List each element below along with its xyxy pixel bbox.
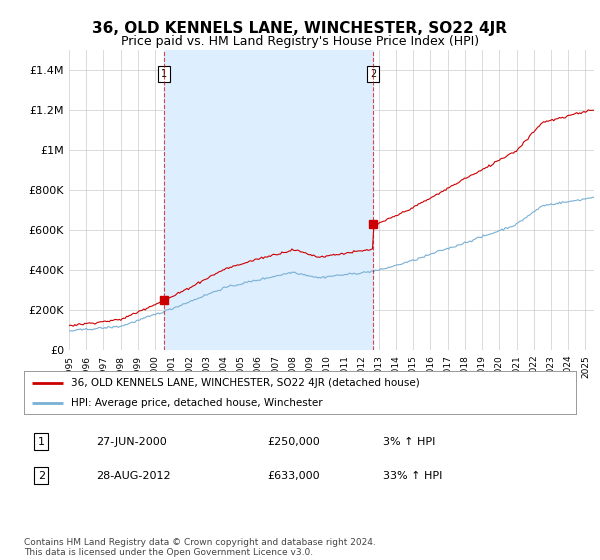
Text: £633,000: £633,000 (267, 471, 320, 480)
Text: 1: 1 (38, 437, 45, 447)
Bar (164, 50, 373, 350)
Text: 2: 2 (38, 471, 45, 480)
Text: 27-JUN-2000: 27-JUN-2000 (96, 437, 167, 447)
Text: 2: 2 (370, 69, 376, 80)
Text: 36, OLD KENNELS LANE, WINCHESTER, SO22 4JR: 36, OLD KENNELS LANE, WINCHESTER, SO22 4… (92, 21, 508, 36)
Text: 36, OLD KENNELS LANE, WINCHESTER, SO22 4JR (detached house): 36, OLD KENNELS LANE, WINCHESTER, SO22 4… (71, 377, 419, 388)
Text: £250,000: £250,000 (267, 437, 320, 447)
Text: 33% ↑ HPI: 33% ↑ HPI (383, 471, 442, 480)
Text: 1: 1 (161, 69, 167, 80)
Text: Contains HM Land Registry data © Crown copyright and database right 2024.
This d: Contains HM Land Registry data © Crown c… (24, 538, 376, 557)
Text: 28-AUG-2012: 28-AUG-2012 (96, 471, 170, 480)
Text: HPI: Average price, detached house, Winchester: HPI: Average price, detached house, Winc… (71, 398, 323, 408)
Text: 3% ↑ HPI: 3% ↑ HPI (383, 437, 435, 447)
Text: Price paid vs. HM Land Registry's House Price Index (HPI): Price paid vs. HM Land Registry's House … (121, 35, 479, 48)
